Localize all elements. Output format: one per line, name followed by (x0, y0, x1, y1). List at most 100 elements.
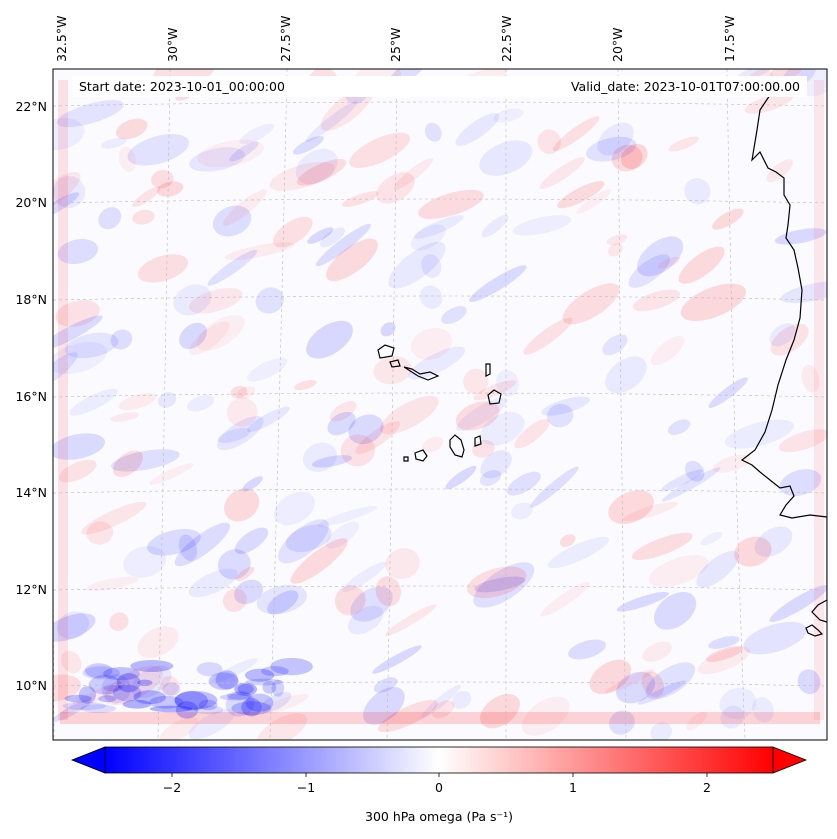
omega-blob (235, 566, 255, 582)
omega-blob (481, 214, 509, 238)
lon-label-30w: 30°W (165, 27, 180, 62)
omega-boundary-strip (814, 80, 824, 720)
omega-blob (315, 223, 371, 267)
omega-blob (157, 392, 177, 408)
omega-blob (56, 100, 124, 128)
omega-blob (472, 439, 495, 458)
omega-blob (414, 215, 464, 239)
omega-blob (537, 129, 561, 154)
omega-blob (231, 701, 272, 716)
omega-blob (188, 568, 238, 598)
lat-label-12n: 12°N (15, 582, 47, 597)
omega-blob (241, 698, 262, 717)
omega-blob (186, 395, 215, 412)
omega-blob (88, 674, 122, 695)
omega-blob (196, 314, 245, 351)
omega-blob (326, 238, 378, 282)
omega-blob (539, 157, 585, 189)
omega-blob (445, 465, 477, 490)
omega-blob (347, 605, 384, 635)
omega-blob (712, 208, 744, 230)
omega-blob (111, 449, 180, 472)
omega-blob (678, 246, 725, 284)
omega-blob (229, 141, 259, 162)
omega-blob (222, 189, 267, 226)
omega-blob (770, 69, 803, 80)
header-band (72, 76, 807, 97)
omega-blob (103, 667, 140, 681)
coastline (377, 94, 827, 637)
lon-label-32-5w: 32.5°W (54, 16, 69, 62)
omega-blob (255, 287, 285, 314)
omega-blob (149, 705, 193, 713)
omega-blob (376, 172, 415, 204)
omega-blob (667, 419, 691, 435)
omega-blob (98, 695, 117, 703)
omega-blob (589, 659, 632, 694)
omega-blob (217, 416, 264, 451)
omega-blob (122, 699, 152, 709)
omega-blob (373, 677, 398, 693)
omega-blob (174, 691, 208, 711)
map-frame (52, 68, 828, 741)
longitude-labels: 32.5°W 30°W 27.5°W 25°W 22.5°W 20°W 17.5… (54, 16, 737, 62)
omega-blob (684, 460, 705, 482)
omega-blob (208, 672, 239, 690)
latitude-labels: 22°N 20°N 18°N 16°N 14°N 12°N 10°N (15, 99, 47, 693)
map-background (53, 69, 827, 740)
omega-blob (226, 397, 258, 427)
omega-blob (53, 699, 92, 723)
colorbar-extend-low (70, 746, 106, 774)
omega-blob (104, 665, 164, 706)
omega-blob (215, 670, 238, 690)
omega-blob (661, 469, 703, 492)
omega-blob (410, 224, 446, 251)
omega-blob (53, 175, 86, 209)
omega-blob (422, 436, 444, 453)
valid-date-label: Valid_date: 2023-10-01T07:00:00.00 (571, 79, 800, 94)
omega-blob (506, 471, 541, 496)
omega-blob (650, 722, 673, 740)
africa-coastline (740, 94, 827, 623)
omega-blob (372, 645, 422, 674)
omega-blob (137, 254, 189, 283)
lat-label-10n: 10°N (15, 678, 47, 693)
omega-blob (224, 488, 260, 522)
omega-blob (419, 285, 443, 309)
lat-label-16n: 16°N (15, 389, 47, 404)
omega-blob (576, 189, 612, 214)
omega-blob (473, 562, 535, 608)
omega-blob (247, 357, 288, 382)
omega-blob (724, 419, 794, 449)
lat-label-18n: 18°N (15, 292, 47, 307)
omega-blob (222, 588, 247, 612)
omega-blob (480, 412, 525, 446)
omega-blob (130, 660, 174, 672)
omega-blob (327, 411, 356, 436)
omega-blob (408, 346, 466, 380)
omega-blob (479, 470, 502, 487)
omega-blob (608, 490, 654, 524)
omega-blob (271, 679, 285, 697)
omega-blob (708, 377, 749, 408)
omega-blob (285, 524, 332, 553)
omega-blob (541, 396, 591, 416)
omega-blob (597, 122, 634, 156)
omega-blob (384, 604, 437, 636)
omega-blob (262, 680, 277, 694)
omega-blob (680, 283, 746, 322)
omega-blob (744, 93, 794, 114)
omega-blob (242, 476, 263, 492)
cape-verde-sal (485, 363, 491, 377)
omega-blob (512, 215, 572, 236)
omega-blob (523, 317, 573, 355)
omega-blob (290, 538, 348, 584)
omega-blob (797, 669, 821, 695)
omega-blob (684, 178, 711, 205)
omega-blob (350, 586, 393, 622)
omega-blob (719, 687, 757, 719)
omega-blob (385, 548, 420, 580)
omega-blob (245, 678, 284, 686)
omega-blob (602, 334, 628, 356)
omega-blob (493, 108, 524, 123)
